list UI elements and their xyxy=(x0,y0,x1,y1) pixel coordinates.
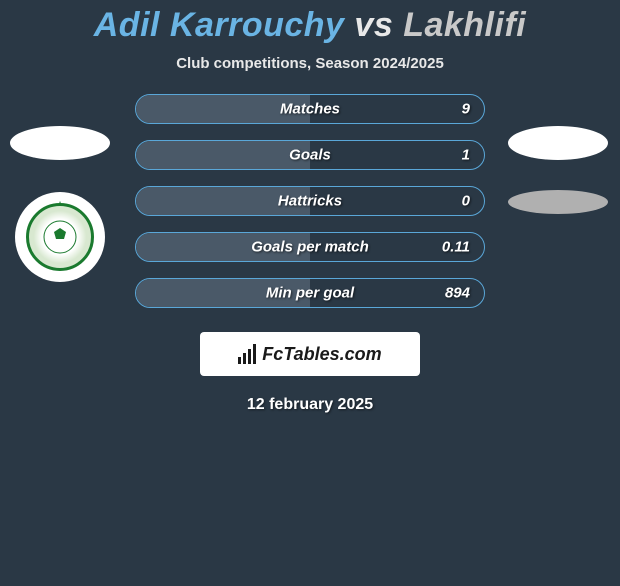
brand-logo[interactable]: FcTables.com xyxy=(200,332,420,376)
right-badges xyxy=(508,126,608,214)
stat-row: Min per goal 894 xyxy=(135,278,485,308)
stat-row: Hattricks 0 xyxy=(135,186,485,216)
player2-club-placeholder xyxy=(508,190,608,214)
player1-flag-icon xyxy=(10,126,110,160)
stat-label: Matches xyxy=(280,101,340,118)
player2-name: Lakhlifi xyxy=(403,6,526,44)
brand-prefix: Fc xyxy=(262,344,283,364)
stat-value: 9 xyxy=(462,101,470,118)
player1-name: Adil Karrouchy xyxy=(94,6,345,44)
stat-value: 1 xyxy=(462,147,470,164)
stat-value: 0 xyxy=(462,193,470,210)
stat-row: Matches 9 xyxy=(135,94,485,124)
brand-chart-icon xyxy=(238,344,256,364)
stat-row: Goals 1 xyxy=(135,140,485,170)
club-logo-inner xyxy=(26,203,94,271)
left-badges: ★ xyxy=(10,126,110,282)
subtitle: Club competitions, Season 2024/2025 xyxy=(0,55,620,72)
page-title: Adil Karrouchy vs Lakhlifi xyxy=(0,6,620,45)
date-text: 12 february 2025 xyxy=(0,396,620,414)
stats-list: Matches 9 Goals 1 Hattricks 0 Goals per … xyxy=(135,94,485,308)
stat-fill xyxy=(136,141,310,169)
stat-label: Goals xyxy=(289,147,331,164)
stat-label: Goals per match xyxy=(251,239,369,256)
stat-row: Goals per match 0.11 xyxy=(135,232,485,262)
vs-text: vs xyxy=(354,6,393,44)
stat-label: Hattricks xyxy=(278,193,342,210)
stat-value: 894 xyxy=(445,285,470,302)
stat-value: 0.11 xyxy=(442,239,470,256)
player1-club-logo: ★ xyxy=(15,192,105,282)
soccer-ball-icon xyxy=(42,219,78,255)
stat-label: Min per goal xyxy=(266,285,354,302)
player2-flag-icon xyxy=(508,126,608,160)
comparison-card: Adil Karrouchy vs Lakhlifi Club competit… xyxy=(0,6,620,414)
brand-text: FcTables.com xyxy=(262,344,381,365)
brand-suffix: Tables.com xyxy=(283,344,381,364)
